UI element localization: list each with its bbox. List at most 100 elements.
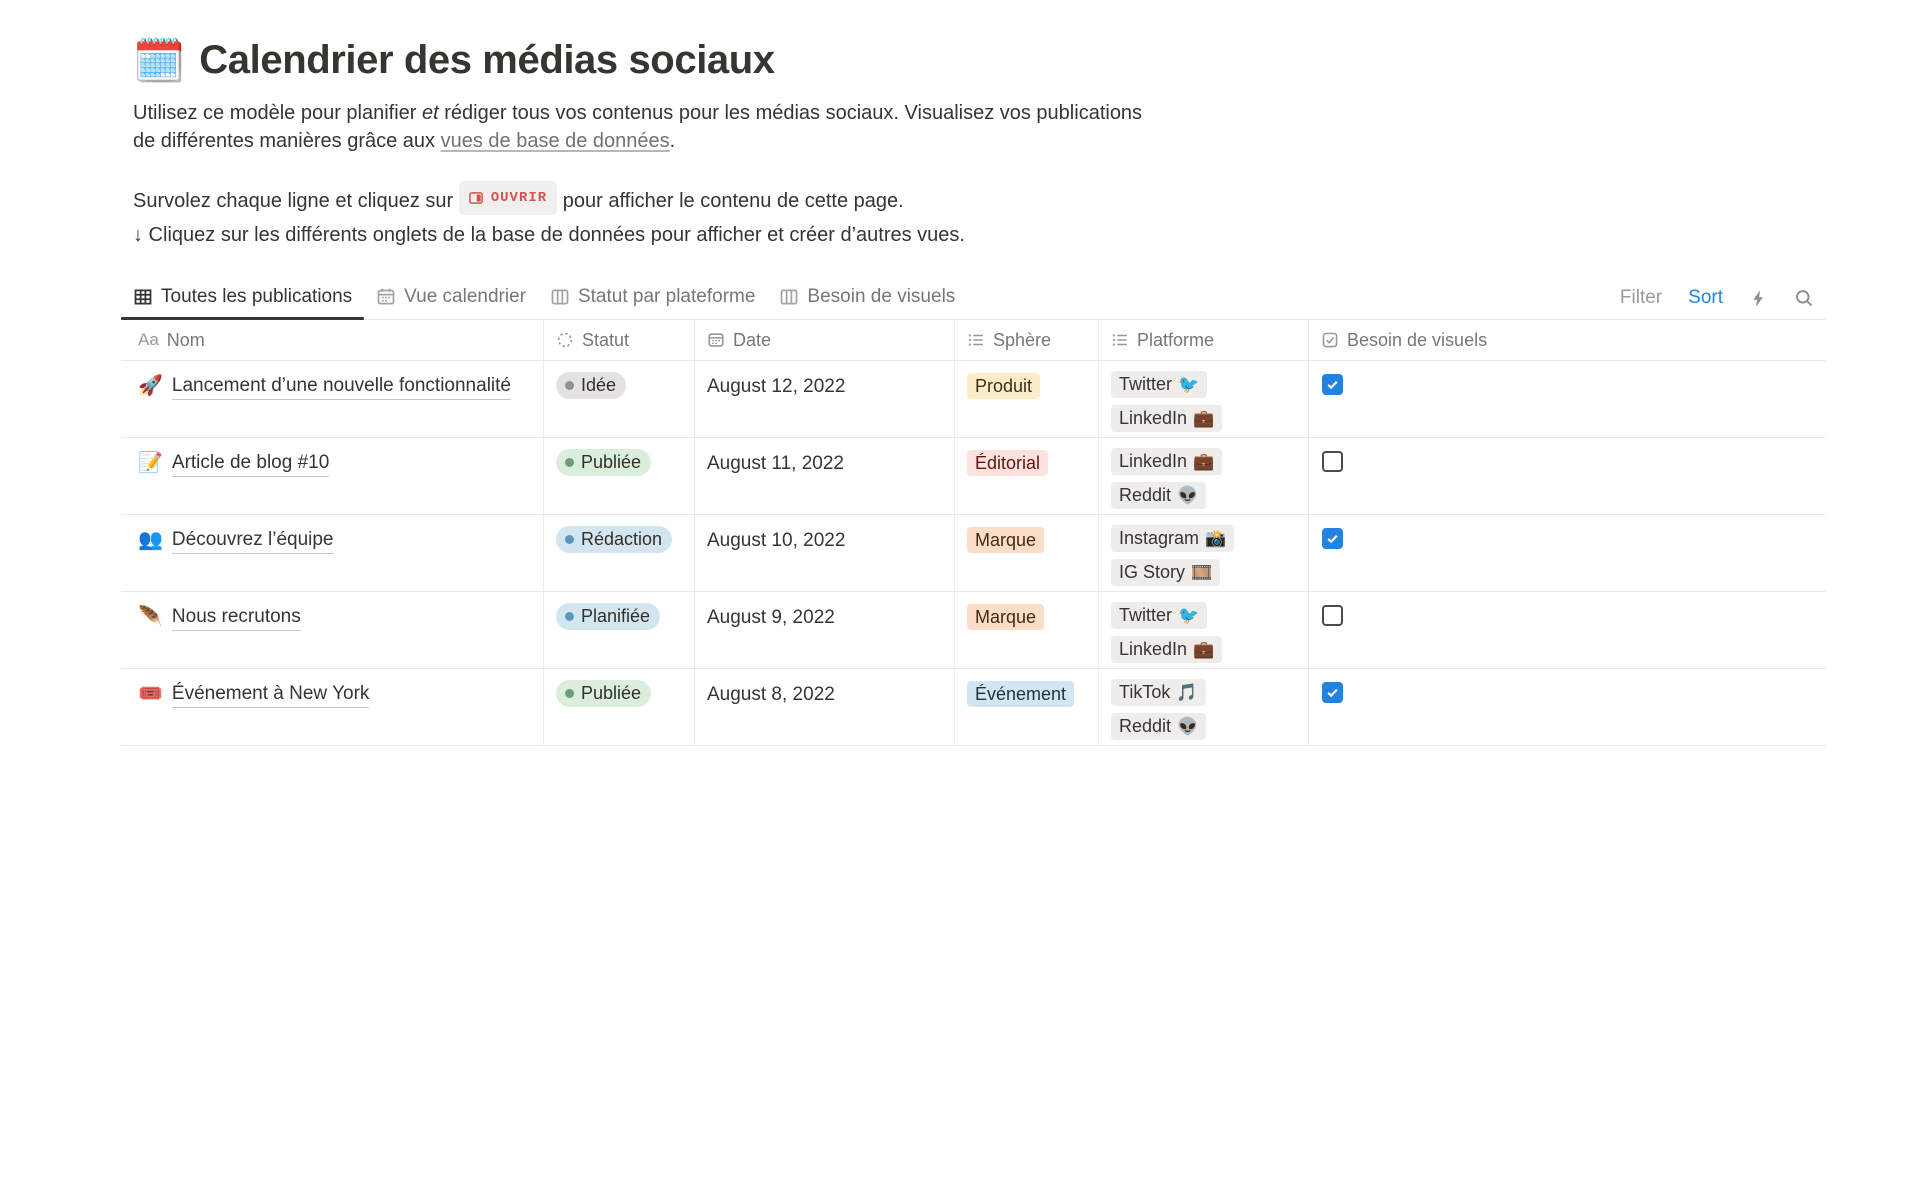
lightning-icon[interactable] bbox=[1749, 289, 1768, 308]
status-label: Planifiée bbox=[581, 606, 651, 626]
cell-visuals bbox=[1309, 592, 1824, 668]
column-label: Sphère bbox=[993, 329, 1052, 350]
cell-name[interactable]: 📝 Article de blog #10 bbox=[121, 438, 544, 514]
column-header-nom[interactable]: Aa Nom bbox=[121, 320, 544, 360]
status-dot bbox=[565, 535, 574, 544]
open-button[interactable]: OUVRIR bbox=[458, 181, 558, 215]
cell-status[interactable]: Rédaction bbox=[544, 515, 695, 591]
list-property-icon bbox=[1112, 334, 1127, 346]
table-row: 📝 Article de blog #10 Publiée August 11, … bbox=[121, 438, 1826, 515]
cell-date[interactable]: August 9, 2022 bbox=[695, 592, 955, 668]
cell-name[interactable]: 🪶 Nous recrutons bbox=[121, 592, 544, 668]
check-icon bbox=[1327, 534, 1338, 544]
cell-date[interactable]: August 11, 2022 bbox=[695, 438, 955, 514]
row-title-link[interactable]: Article de blog #10 bbox=[171, 450, 330, 477]
platform-label: Twitter bbox=[1119, 374, 1173, 394]
briefcase-icon: 💼 bbox=[1193, 640, 1215, 659]
tab-label: Besoin de visuels bbox=[807, 286, 956, 307]
cell-platform[interactable]: Twitter 🐦 LinkedIn 💼 bbox=[1099, 592, 1309, 668]
cell-date[interactable]: August 8, 2022 bbox=[695, 669, 955, 745]
checkbox-property-icon bbox=[1322, 332, 1338, 348]
tickets-icon: 🎟️ bbox=[138, 683, 163, 705]
column-header-besoin-de-visuels[interactable]: Besoin de visuels bbox=[1309, 320, 1824, 360]
row-title-link[interactable]: Lancement d’une nouvelle fonctionnalité bbox=[171, 373, 511, 400]
visuals-checkbox[interactable] bbox=[1322, 605, 1343, 626]
platform-tag: IG Story 🎞️ bbox=[1111, 559, 1221, 586]
description-text: rédiger tous vos contenus pour les média… bbox=[133, 102, 1143, 152]
cell-date[interactable]: August 10, 2022 bbox=[695, 515, 955, 591]
column-label: Date bbox=[733, 329, 772, 350]
tab-statut-par-plateforme[interactable]: Statut par plateforme bbox=[538, 277, 767, 319]
date-value: August 11, 2022 bbox=[707, 453, 844, 474]
table-body: 🚀 Lancement d’une nouvelle fonctionnalité… bbox=[121, 361, 1826, 746]
board-icon bbox=[551, 289, 569, 305]
cell-status[interactable]: Publiée bbox=[544, 669, 695, 745]
camera-icon: 📸 bbox=[1205, 529, 1227, 548]
alien-icon: 👽 bbox=[1177, 486, 1199, 505]
column-header-platforme[interactable]: Platforme bbox=[1099, 320, 1309, 360]
row-title-link[interactable]: Découvrez l’équipe bbox=[171, 527, 334, 554]
platform-label: Twitter bbox=[1119, 605, 1173, 625]
music-note-icon: 🎵 bbox=[1176, 683, 1198, 702]
column-label: Statut bbox=[582, 329, 630, 350]
cell-name[interactable]: 👥 Découvrez l’équipe bbox=[121, 515, 544, 591]
status-tag: Publiée bbox=[556, 449, 652, 476]
cell-date[interactable]: August 12, 2022 bbox=[695, 361, 955, 437]
hover-text: pour afficher le contenu de cette page. bbox=[557, 190, 904, 212]
row-title-link[interactable]: Événement à New York bbox=[171, 681, 370, 708]
column-header-statut[interactable]: Statut bbox=[544, 320, 695, 360]
platform-label: LinkedIn bbox=[1119, 408, 1188, 428]
cell-platform[interactable]: Instagram 📸 IG Story 🎞️ bbox=[1099, 515, 1309, 591]
database-views-link[interactable]: vues de base de données bbox=[440, 130, 670, 152]
tab-label: Statut par plateforme bbox=[577, 286, 756, 307]
status-label: Publiée bbox=[581, 452, 642, 472]
cell-sphere[interactable]: Marque bbox=[955, 515, 1099, 591]
check-icon bbox=[1327, 688, 1338, 698]
table-row: 👥 Découvrez l’équipe Rédaction August 10,… bbox=[121, 515, 1826, 592]
cell-status[interactable]: Planifiée bbox=[544, 592, 695, 668]
table-icon bbox=[134, 289, 152, 305]
date-value: August 12, 2022 bbox=[707, 376, 846, 397]
cell-visuals bbox=[1309, 438, 1824, 514]
cell-platform[interactable]: Twitter 🐦 LinkedIn 💼 bbox=[1099, 361, 1309, 437]
platform-label: LinkedIn bbox=[1119, 639, 1188, 659]
visuals-checkbox[interactable] bbox=[1322, 451, 1343, 472]
cell-sphere[interactable]: Marque bbox=[955, 592, 1099, 668]
status-label: Rédaction bbox=[581, 529, 663, 549]
calendar-icon bbox=[377, 288, 395, 305]
visuals-checkbox[interactable] bbox=[1322, 528, 1343, 549]
tab-toutes-les-publications[interactable]: Toutes les publications bbox=[121, 277, 365, 320]
database-table: Aa Nom Statut Date Sphère Platforme B bbox=[121, 320, 1826, 746]
cell-sphere[interactable]: Événement bbox=[955, 669, 1099, 745]
row-title-link[interactable]: Nous recrutons bbox=[171, 604, 301, 631]
open-button-label: OUVRIR bbox=[490, 190, 548, 206]
text-property-icon: Aa bbox=[138, 330, 159, 349]
column-header-sphere[interactable]: Sphère bbox=[955, 320, 1099, 360]
cell-sphere[interactable]: Produit bbox=[955, 361, 1099, 437]
page-description: Utilisez ce modèle pour planifier et réd… bbox=[133, 99, 1143, 155]
cell-status[interactable]: Publiée bbox=[544, 438, 695, 514]
column-header-date[interactable]: Date bbox=[695, 320, 955, 360]
cell-visuals bbox=[1309, 515, 1824, 591]
cell-platform[interactable]: LinkedIn 💼 Reddit 👽 bbox=[1099, 438, 1309, 514]
calendar-property-icon bbox=[708, 333, 724, 347]
status-property-icon bbox=[557, 332, 573, 348]
sort-button[interactable]: Sort bbox=[1688, 287, 1723, 308]
visuals-checkbox[interactable] bbox=[1322, 374, 1343, 395]
filter-button[interactable]: Filter bbox=[1619, 287, 1663, 308]
status-dot bbox=[565, 612, 574, 621]
platform-label: LinkedIn bbox=[1119, 451, 1188, 471]
cell-name[interactable]: 🎟️ Événement à New York bbox=[121, 669, 544, 745]
search-icon[interactable] bbox=[1794, 288, 1814, 308]
cell-sphere[interactable]: Éditorial bbox=[955, 438, 1099, 514]
cell-platform[interactable]: TikTok 🎵 Reddit 👽 bbox=[1099, 669, 1309, 745]
tab-besoin-de-visuels[interactable]: Besoin de visuels bbox=[767, 277, 967, 319]
tab-vue-calendrier[interactable]: Vue calendrier bbox=[364, 277, 538, 319]
platform-label: Reddit bbox=[1119, 485, 1172, 505]
cell-status[interactable]: Idée bbox=[544, 361, 695, 437]
visuals-checkbox[interactable] bbox=[1322, 682, 1343, 703]
date-value: August 9, 2022 bbox=[707, 607, 835, 628]
cell-name[interactable]: 🚀 Lancement d’une nouvelle fonctionnalité bbox=[121, 361, 544, 437]
film-frames-icon: 🎞️ bbox=[1191, 563, 1213, 582]
status-tag: Rédaction bbox=[556, 526, 673, 553]
